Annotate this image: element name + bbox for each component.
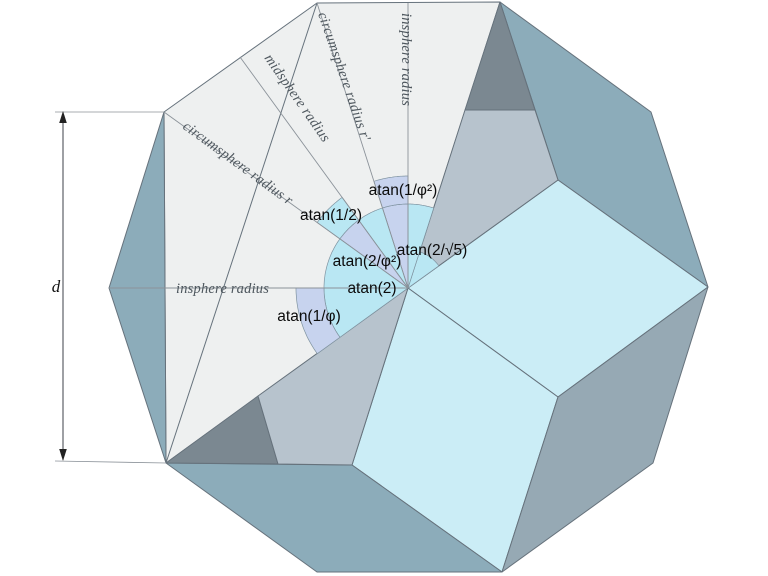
- face-cube-right: [501, 286, 709, 573]
- face-left-sliver: [108, 111, 167, 464]
- edge-white-diagonal: [165, 2, 318, 464]
- angle-label-5: atan(1/φ): [277, 308, 340, 325]
- line-circumsphere-radius-r: [163, 111, 409, 289]
- radius-label-3: insphere radius: [398, 13, 414, 106]
- angle-label-2: atan(2/√5): [397, 242, 468, 259]
- arc-rprime-to-mid: [358, 207, 409, 289]
- arc-up-right: [407, 203, 435, 289]
- angle-label-0: atan(1/φ²): [369, 182, 438, 199]
- dimension-arrowhead-0: [59, 111, 67, 123]
- dimension-arrowhead-1: [59, 449, 67, 461]
- line-circumsphere-radius-r2: [316, 2, 409, 289]
- angle-label-3: atan(2/φ²): [333, 253, 402, 270]
- arc-atan-2-sqrt5: [407, 251, 440, 289]
- dimension-label: d: [52, 277, 61, 296]
- radius-label-4: insphere radius: [176, 281, 269, 297]
- angle-label-1: atan(1/2): [300, 207, 362, 224]
- arc-atan-1-phi-band: [295, 287, 341, 355]
- dimension-extension-1: [54, 460, 167, 464]
- line-midsphere-radius: [239, 56, 409, 289]
- angle-label-4: atan(2): [347, 280, 396, 297]
- arc-atan-2: [323, 238, 410, 289]
